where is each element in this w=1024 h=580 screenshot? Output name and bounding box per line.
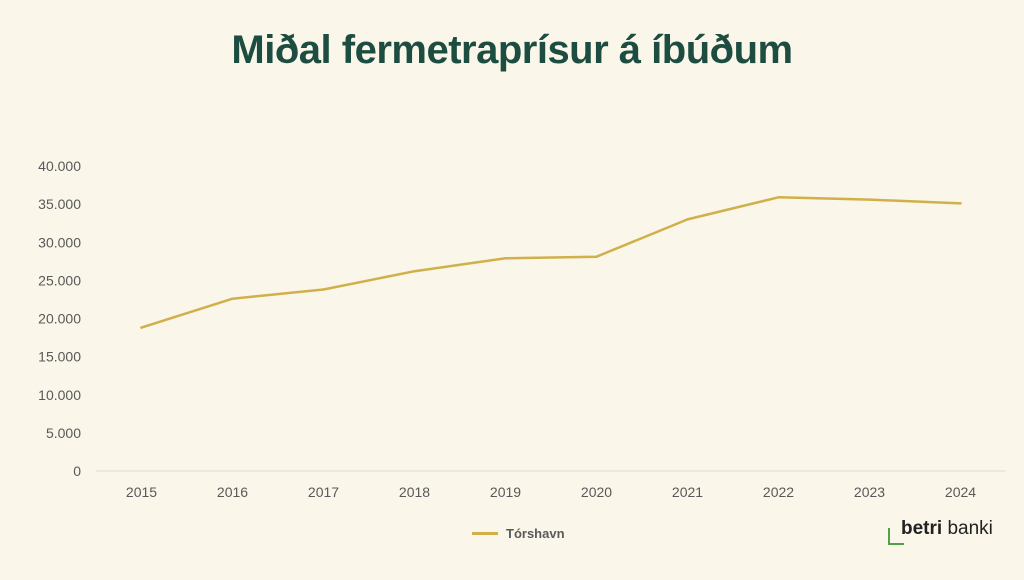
betri-banki-logo: betri banki [888, 518, 1008, 548]
x-tick-label: 2024 [945, 484, 976, 500]
data-point [504, 257, 507, 260]
y-tick-label: 25.000 [38, 272, 81, 288]
logo-bracket-icon [888, 528, 904, 545]
data-point [868, 198, 871, 201]
logo-text-strong: betri [901, 518, 943, 539]
y-tick-label: 10.000 [38, 387, 81, 403]
data-point [777, 196, 780, 199]
data-point [686, 218, 689, 221]
x-tick-label: 2023 [854, 484, 885, 500]
x-tick-label: 2017 [308, 484, 339, 500]
logo-text-rest: banki [942, 518, 993, 539]
y-tick-label: 5.000 [46, 425, 81, 441]
y-tick-label: 30.000 [38, 234, 81, 250]
x-tick-label: 2022 [763, 484, 794, 500]
x-tick-label: 2019 [490, 484, 521, 500]
logo-text: betri banki [901, 518, 993, 540]
y-tick-label: 40.000 [38, 158, 81, 174]
chart-legend: Tórshavn [472, 526, 565, 541]
data-point [231, 297, 234, 300]
legend-swatch [472, 532, 498, 535]
series-line-t-rshavn [140, 196, 962, 329]
data-point [413, 270, 416, 273]
legend-label: Tórshavn [506, 526, 565, 541]
x-tick-label: 2018 [399, 484, 430, 500]
x-tick-label: 2015 [126, 484, 157, 500]
y-tick-label: 15.000 [38, 349, 81, 365]
chart-title: Miðal fermetraprísur á íbúðum [231, 28, 793, 72]
x-tick-label: 2021 [672, 484, 703, 500]
data-point [959, 202, 962, 205]
data-point [595, 255, 598, 258]
y-tick-label: 35.000 [38, 196, 81, 212]
data-point [322, 288, 325, 291]
y-tick-label: 0 [73, 463, 81, 479]
data-point [140, 326, 143, 329]
x-tick-label: 2020 [581, 484, 612, 500]
y-tick-label: 20.000 [38, 311, 81, 327]
x-tick-label: 2016 [217, 484, 248, 500]
